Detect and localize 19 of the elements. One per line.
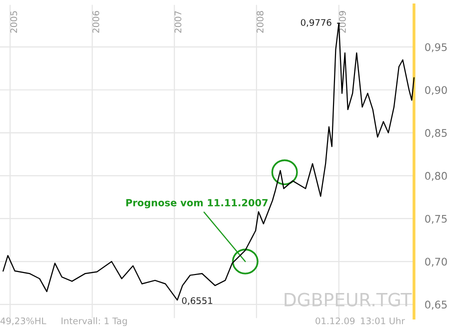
y-tick-label: 0,80 [425,172,447,181]
y-tick-label: 0,75 [425,214,447,224]
x-tick-label: 2006 [92,10,100,33]
annotation: 01.12.09 [316,317,355,324]
y-tick-label: 0,95 [425,43,447,52]
annotation: 0,6551 [182,297,212,305]
annotation: 0,9776 [300,19,332,27]
x-tick-label: 2007 [174,11,182,33]
x-tick-label: 2009 [339,11,346,33]
annotation: 49,23%HL [0,317,46,326]
x-tick-label: 2005 [10,11,18,33]
y-tick-label: 0,90 [425,86,447,96]
x-tick-label: 2008 [256,11,264,33]
annotation: Intervall: 1 Tag [62,317,127,326]
annotation: 13:01 Uhr [360,317,405,324]
y-tick-label: 0,85 [425,129,447,138]
y-tick-label: 0,65 [425,300,447,310]
y-tick-label: 0,70 [425,258,447,267]
annotation: Prognose vom 11.11.2007 [126,199,268,208]
